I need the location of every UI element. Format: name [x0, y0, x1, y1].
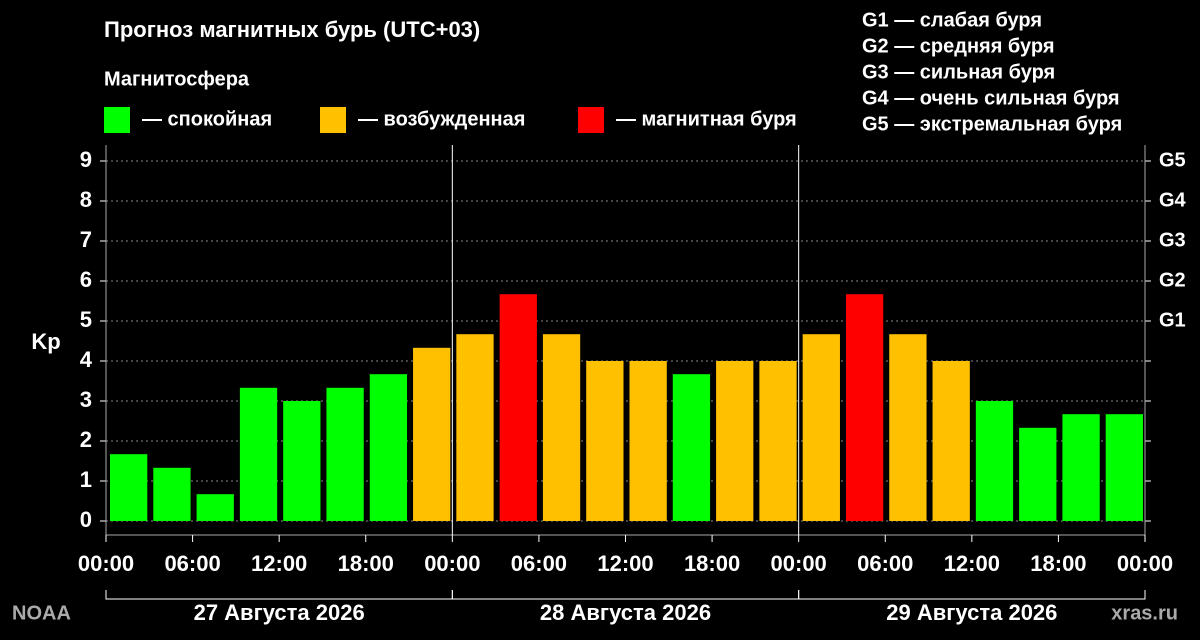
day-label: 27 Августа 2026 — [194, 600, 365, 625]
x-tick-label: 12:00 — [251, 551, 307, 576]
bar — [153, 467, 191, 521]
bar — [196, 494, 234, 521]
bar — [542, 334, 581, 521]
source-right: xras.ru — [1111, 602, 1178, 624]
g-scale-label: G2 — средняя буря — [862, 35, 1055, 57]
x-tick-label: 06:00 — [164, 551, 220, 576]
x-tick-label: 06:00 — [511, 551, 567, 576]
legend-label: — возбужденная — [358, 108, 525, 130]
source-left: NOAA — [12, 602, 71, 624]
legend-swatch — [320, 107, 346, 133]
chart-title: Прогноз магнитных бурь (UTC+03) — [104, 17, 480, 42]
y-tick-label: 0 — [80, 507, 92, 532]
bar — [716, 361, 754, 521]
bar — [586, 361, 624, 521]
bar — [629, 361, 667, 521]
x-tick-label: 12:00 — [597, 551, 653, 576]
bar — [413, 347, 451, 521]
y-tick-label: 3 — [80, 387, 92, 412]
day-bracket — [798, 590, 1146, 600]
x-tick-label: 00:00 — [78, 551, 134, 576]
bar — [932, 361, 970, 521]
g-scale-label: G4 — очень сильная буря — [862, 87, 1120, 109]
bar — [759, 361, 797, 521]
bar — [326, 387, 364, 521]
x-tick-label: 00:00 — [771, 551, 827, 576]
y-tick-label: 6 — [80, 267, 92, 292]
y-tick-label: 8 — [80, 187, 92, 212]
x-tick-label: 06:00 — [857, 551, 913, 576]
legend-label: — магнитная буря — [616, 108, 797, 130]
bar — [802, 334, 840, 521]
bar — [1105, 414, 1143, 521]
x-tick-label: 00:00 — [1117, 551, 1173, 576]
y-tick-label: 7 — [80, 227, 92, 252]
y-axis-label: Kp — [31, 329, 60, 354]
y-tick-label: 2 — [80, 427, 92, 452]
x-tick-label: 00:00 — [424, 551, 480, 576]
legend-title: Магнитосфера — [104, 68, 250, 90]
x-tick-label: 18:00 — [684, 551, 740, 576]
y-tick-label: 9 — [80, 147, 92, 172]
bar — [1062, 414, 1100, 521]
x-tick-label: 18:00 — [1030, 551, 1086, 576]
bar — [456, 334, 494, 521]
g-scale-label: G3 — сильная буря — [862, 61, 1055, 83]
day-label: 29 Августа 2026 — [886, 600, 1057, 625]
legend-swatch — [578, 107, 604, 133]
g-scale-label: G5 — экстремальная буря — [862, 113, 1122, 135]
bar — [1019, 427, 1057, 521]
day-bracket — [105, 590, 453, 600]
bar — [239, 387, 278, 521]
y-tick-label: 5 — [80, 307, 92, 332]
bar — [672, 374, 711, 521]
day-bracket — [451, 590, 800, 600]
x-tick-label: 18:00 — [338, 551, 394, 576]
y-tick-label: 4 — [80, 347, 93, 372]
legend-swatch — [104, 107, 130, 133]
y2-tick-label: G4 — [1159, 189, 1187, 211]
day-label: 28 Августа 2026 — [540, 600, 711, 625]
bar — [889, 334, 927, 521]
bar — [110, 454, 148, 521]
y2-tick-label: G1 — [1159, 309, 1186, 331]
bar — [369, 374, 408, 521]
y2-tick-label: G3 — [1159, 229, 1186, 251]
bar — [845, 294, 884, 521]
g-scale-label: G1 — слабая буря — [862, 9, 1042, 31]
legend-label: — спокойная — [142, 108, 272, 130]
x-tick-label: 12:00 — [944, 551, 1000, 576]
bar — [283, 401, 321, 521]
y2-tick-label: G2 — [1159, 269, 1186, 291]
y-tick-label: 1 — [80, 467, 92, 492]
y2-tick-label: G5 — [1159, 149, 1186, 171]
bar — [975, 401, 1014, 521]
bar — [499, 294, 537, 521]
